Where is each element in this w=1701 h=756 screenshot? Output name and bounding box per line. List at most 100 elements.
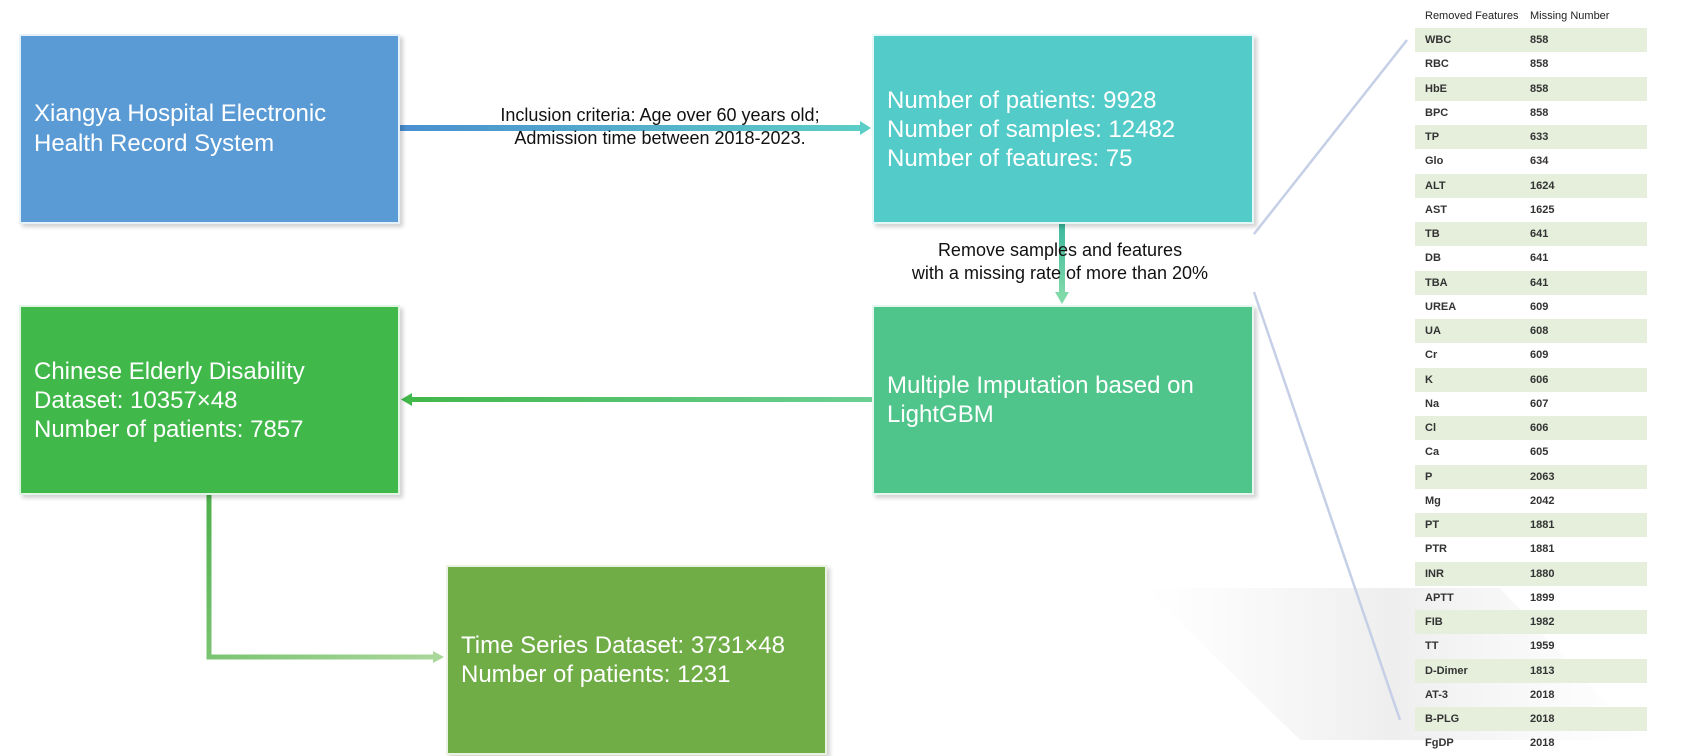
table-cell-missing: 608: [1530, 325, 1549, 338]
zoom-line-bottom: [1252, 291, 1402, 721]
table-cell-missing: 1959: [1530, 640, 1555, 653]
table-row: Glo 634: [1415, 149, 1647, 173]
table-row: WBC 858: [1415, 28, 1647, 53]
table-cell-feature: Mg: [1425, 494, 1441, 507]
table-cell-missing: 858: [1530, 58, 1549, 71]
table-cell-missing: 641: [1530, 276, 1549, 289]
table-row: ALT 1624: [1415, 173, 1647, 198]
arrow-timeseries-shaft: [206, 495, 435, 660]
table-row: UREA 609: [1415, 295, 1647, 319]
table-cell-feature: ALT: [1425, 179, 1446, 192]
node-ehr-system-line-1: Xiangya Hospital Electronic: [34, 100, 327, 127]
table-cell-feature: Ca: [1425, 446, 1440, 459]
table-row: INR 1880: [1415, 561, 1647, 586]
edge-label-remove-missing: Remove samples and features with a missi…: [890, 239, 1230, 285]
node-cohort-counts-line-3: Number of features: 75: [887, 144, 1133, 172]
table-body: WBC 858 RBC 858 HbE 858 BPC 858 TP 633 Glo 634 ALT 16…: [1415, 28, 1647, 756]
table-row: K 606: [1415, 367, 1647, 392]
table-cell-missing: 609: [1530, 349, 1549, 362]
arrow-remove-shaft: [1059, 224, 1065, 294]
table-cell-feature: TT: [1425, 640, 1439, 653]
table-cell-feature: TBA: [1425, 276, 1448, 289]
table-row: TB 641: [1415, 222, 1647, 247]
table-cell-feature: INR: [1425, 567, 1444, 580]
table-row: FIB 1982: [1415, 610, 1647, 635]
table-cell-feature: FgDP: [1425, 737, 1454, 750]
arrow-imputation-head: [401, 393, 412, 406]
table-row: P 2063: [1415, 464, 1647, 489]
table-row: D-Dimer 1813: [1415, 658, 1647, 683]
zoom-line-top: [1253, 39, 1408, 235]
node-ehr-system-line-2: Health Record System: [34, 130, 275, 157]
table-cell-missing: 2018: [1530, 688, 1555, 701]
edge-label-remove-line-1: Remove samples and features: [937, 240, 1183, 260]
arrow-timeseries-head: [433, 651, 444, 663]
table-cell-feature: AST: [1425, 203, 1447, 216]
table-cell-missing: 606: [1530, 373, 1549, 386]
table-cell-feature: UA: [1425, 325, 1441, 338]
node-elderly-disability-dataset-line-3: Number of patients: 7857: [34, 415, 304, 443]
table-row: APTT 1899: [1415, 586, 1647, 610]
table-row: AST 1625: [1415, 198, 1647, 222]
table-cell-missing: 1899: [1530, 591, 1555, 604]
table-cell-missing: 606: [1530, 422, 1549, 435]
table-cell-feature: DB: [1425, 252, 1441, 265]
table-cell-feature: HbE: [1425, 82, 1447, 95]
node-time-series-dataset: Time Series Dataset: 3731×48 Number of p…: [446, 565, 827, 755]
table-cell-feature: PTR: [1425, 543, 1447, 556]
table-cell-feature: TB: [1425, 228, 1440, 241]
table-cell-feature: Cl: [1425, 422, 1436, 435]
table-row: Cl 606: [1415, 416, 1647, 441]
table-cell-feature: BPC: [1425, 106, 1449, 119]
table-cell-feature: RBC: [1425, 58, 1449, 71]
table-cell-feature: FIB: [1425, 616, 1443, 629]
node-cohort-counts-line-1: Number of patients: 9928: [887, 86, 1157, 114]
table-cell-missing: 1625: [1530, 203, 1555, 216]
table-row: AT-3 2018: [1415, 683, 1647, 707]
table-row: DB 641: [1415, 246, 1647, 270]
edge-label-remove-line-2: with a missing rate of more than 20%: [911, 263, 1209, 283]
table-cell-feature: K: [1425, 373, 1433, 386]
table-cell-feature: WBC: [1425, 34, 1452, 47]
arrow-remove-head: [1055, 292, 1069, 304]
edge-label-inclusion-line-2: Admission time between 2018-2023.: [514, 128, 806, 148]
edge-label-inclusion-line-1: Inclusion criteria: Age over 60 years ol…: [500, 105, 820, 125]
node-ehr-system: Xiangya Hospital Electronic Health Recor…: [19, 34, 400, 224]
table-cell-missing: 1813: [1530, 664, 1555, 677]
node-time-series-dataset-line-2: Number of patients: 1231: [461, 661, 731, 688]
table-header-row: Removed Features Missing Number: [1415, 4, 1647, 28]
arrow-imputation-shaft: [412, 397, 872, 402]
table-row: Mg 2042: [1415, 489, 1647, 513]
table-cell-missing: 2042: [1530, 494, 1555, 507]
table-header-missing: Missing Number: [1530, 10, 1610, 22]
table-cell-feature: UREA: [1425, 300, 1457, 313]
table-cell-missing: 634: [1530, 155, 1549, 168]
table-cell-missing: 858: [1530, 106, 1549, 119]
table-cell-feature: D-Dimer: [1425, 664, 1468, 677]
table-cell-missing: 1881: [1530, 543, 1555, 556]
node-elderly-disability-dataset: Chinese Elderly Disability Dataset: 1035…: [19, 305, 400, 495]
table-row: BPC 858: [1415, 101, 1647, 125]
arrow-inclusion-head: [860, 121, 871, 135]
table-cell-feature: B-PLG: [1425, 713, 1460, 726]
table-cell-missing: 858: [1530, 34, 1549, 47]
table-row: PT 1881: [1415, 513, 1647, 538]
table-cell-missing: 633: [1530, 131, 1549, 144]
table-row: TBA 641: [1415, 270, 1647, 295]
table-row: HbE 858: [1415, 76, 1647, 101]
node-elderly-disability-dataset-line-1: Chinese Elderly Disability: [34, 357, 305, 385]
table-cell-missing: 1881: [1530, 519, 1555, 532]
node-multiple-imputation-line-1: Multiple Imputation based on: [887, 372, 1194, 399]
table-cell-missing: 605: [1530, 446, 1549, 459]
table-row: Ca 605: [1415, 440, 1647, 464]
table-cell-missing: 2018: [1530, 737, 1555, 750]
table-cell-feature: Cr: [1425, 349, 1438, 362]
table-row: Na 607: [1415, 392, 1647, 416]
table-cell-feature: AT-3: [1425, 688, 1449, 701]
node-cohort-counts-line-2: Number of samples: 12482: [887, 115, 1176, 143]
table-row: FgDP 2018: [1415, 731, 1647, 755]
table-cell-missing: 2018: [1530, 713, 1555, 726]
table-cell-missing: 1982: [1530, 616, 1555, 629]
node-multiple-imputation: Multiple Imputation based on LightGBM: [872, 305, 1254, 495]
table-header-feature: Removed Features: [1425, 10, 1519, 22]
